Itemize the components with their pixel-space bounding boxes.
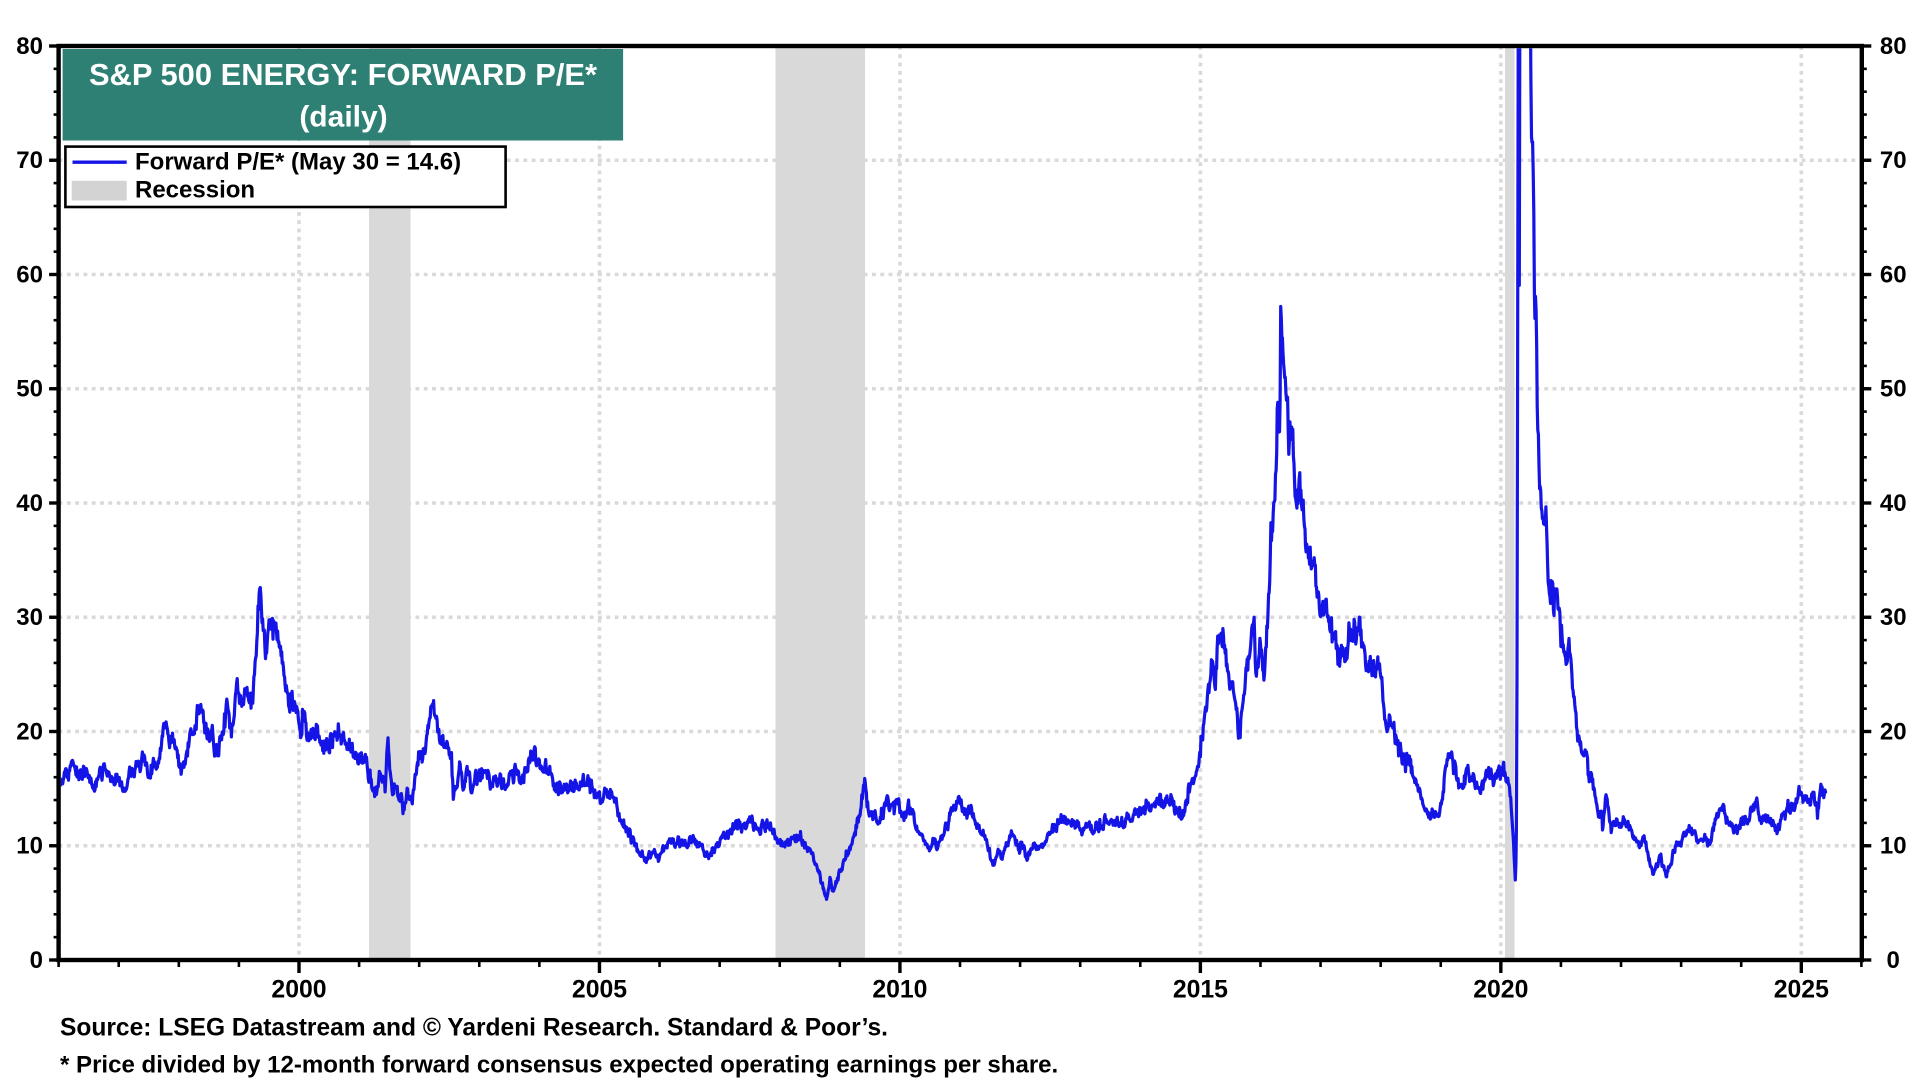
svg-text:2015: 2015 [1173, 977, 1228, 1004]
svg-text:10: 10 [16, 833, 43, 860]
svg-text:50: 50 [1880, 376, 1907, 403]
svg-text:2005: 2005 [572, 977, 627, 1004]
svg-text:70: 70 [16, 147, 43, 174]
svg-text:2000: 2000 [271, 977, 326, 1004]
svg-text:60: 60 [1880, 261, 1907, 288]
svg-text:0: 0 [1887, 947, 1900, 974]
svg-text:20: 20 [16, 718, 43, 745]
svg-text:50: 50 [16, 376, 43, 403]
svg-text:60: 60 [16, 261, 43, 288]
svg-text:(daily): (daily) [299, 101, 387, 134]
svg-text:30: 30 [16, 604, 43, 631]
svg-text:2025: 2025 [1774, 977, 1829, 1004]
svg-text:20: 20 [1880, 718, 1907, 745]
svg-text:2010: 2010 [872, 977, 927, 1004]
svg-text:Forward P/E* (May 30 = 14.6): Forward P/E* (May 30 = 14.6) [135, 149, 461, 176]
svg-text:40: 40 [1880, 490, 1907, 517]
svg-text:0: 0 [30, 947, 43, 974]
svg-text:80: 80 [1880, 33, 1907, 60]
svg-text:Source: LSEG Datastream and ©: Source: LSEG Datastream and © Yardeni Re… [60, 1015, 888, 1042]
svg-text:10: 10 [1880, 833, 1907, 860]
svg-text:30: 30 [1880, 604, 1907, 631]
svg-text:80: 80 [16, 33, 43, 60]
svg-text:40: 40 [16, 490, 43, 517]
svg-text:S&P 500 ENERGY: FORWARD P/E*: S&P 500 ENERGY: FORWARD P/E* [89, 57, 597, 92]
svg-text:70: 70 [1880, 147, 1907, 174]
svg-text:Recession: Recession [135, 177, 255, 204]
svg-text:* Price divided by 12-month fo: * Price divided by 12-month forward cons… [60, 1052, 1058, 1079]
svg-text:2020: 2020 [1473, 977, 1528, 1004]
